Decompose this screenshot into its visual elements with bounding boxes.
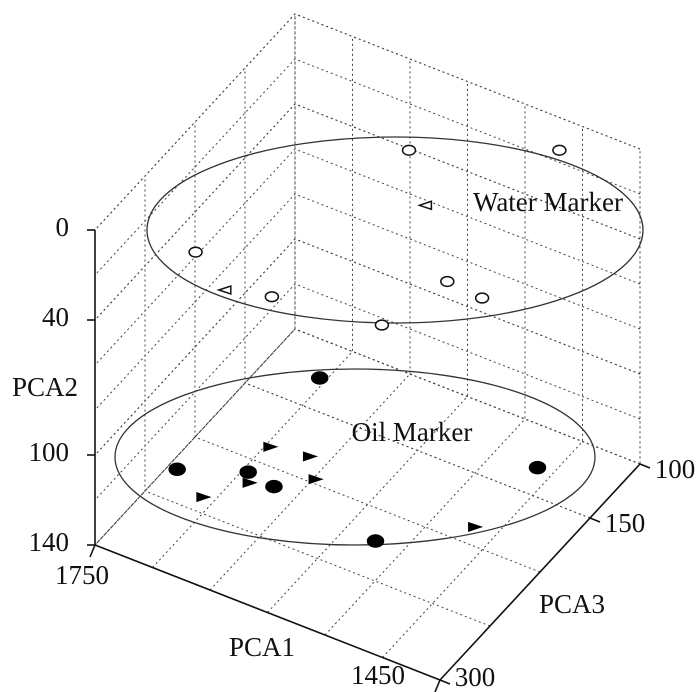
z-tick [639, 463, 651, 469]
point [474, 292, 490, 304]
x-axis [94, 544, 441, 681]
point [468, 521, 484, 532]
z-tick-label: 150 [605, 508, 646, 538]
point [552, 144, 567, 156]
annotation: Water Marker [473, 187, 623, 217]
minor-grid [94, 148, 641, 366]
water-group-ellipse [146, 136, 644, 324]
point [242, 477, 258, 488]
point [188, 246, 203, 258]
minor-grid [194, 122, 541, 573]
minor-grid [152, 36, 353, 568]
point [239, 465, 257, 479]
grid [94, 13, 641, 681]
y-tick-label: 140 [29, 527, 70, 557]
z-axis-title: PCA3 [539, 589, 605, 619]
x-tick [89, 544, 96, 558]
point [263, 441, 279, 452]
y-axis-title: PCA2 [12, 372, 78, 402]
z-tick [589, 517, 601, 523]
point [216, 284, 232, 296]
z-axis [439, 463, 641, 681]
point [196, 492, 212, 503]
point [440, 275, 455, 288]
y-tick-label: 0 [56, 212, 70, 242]
point [168, 462, 186, 477]
point [366, 534, 385, 548]
z-tick [439, 679, 451, 685]
grid-line [94, 14, 296, 546]
point [264, 291, 280, 303]
z-tick-label: 100 [655, 454, 696, 484]
annotation: Oil Marker [352, 417, 473, 447]
point [308, 474, 324, 485]
point [417, 200, 433, 211]
grid-line [294, 14, 641, 465]
minor-grid [144, 176, 491, 627]
minor-grid [94, 58, 641, 276]
point [528, 460, 547, 475]
minor-grid [94, 193, 641, 411]
grid-line [244, 68, 591, 519]
point [302, 451, 319, 462]
point [310, 371, 329, 385]
y-tick-label: 100 [29, 437, 70, 467]
y-tick-label: 40 [42, 302, 69, 332]
x-axis-title: PCA1 [229, 632, 295, 662]
point [265, 479, 283, 494]
oil-group-ellipse [114, 368, 596, 546]
z-tick-label: 300 [455, 662, 496, 692]
minor-grid [267, 81, 468, 613]
x-tick-label: 1450 [351, 660, 405, 690]
point [401, 144, 417, 156]
x-tick [434, 679, 441, 692]
minor-grid [94, 14, 296, 546]
point [374, 319, 390, 331]
x-tick-label: 1750 [55, 560, 109, 590]
